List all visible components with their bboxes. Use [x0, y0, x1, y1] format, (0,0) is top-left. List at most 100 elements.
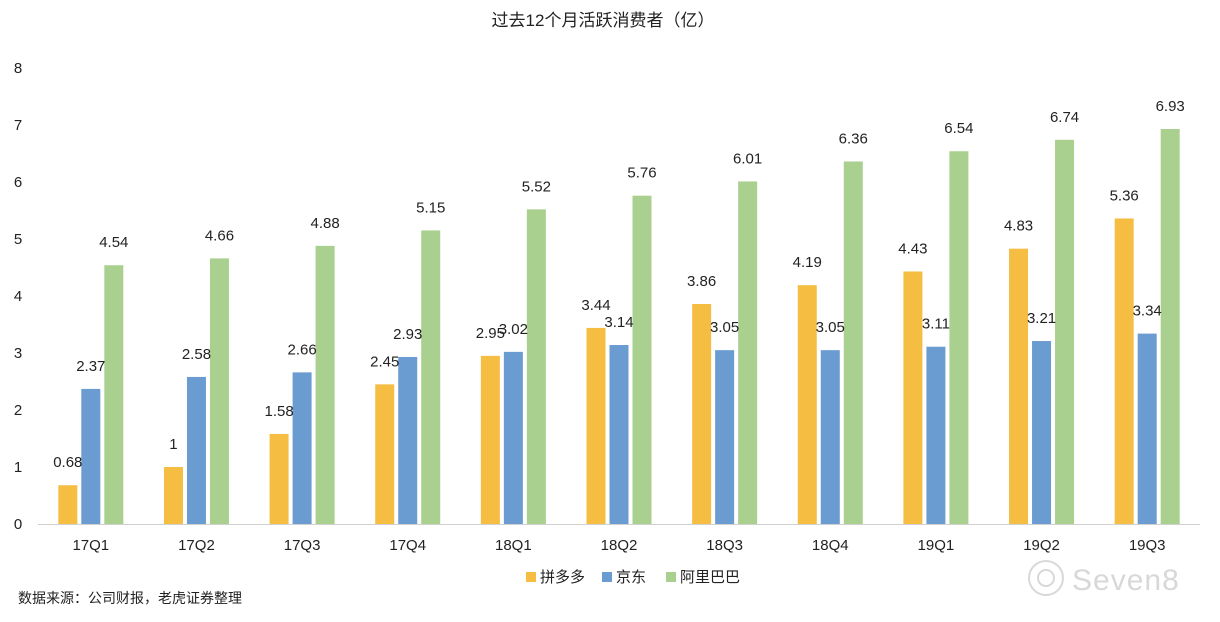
x-tick-label: 18Q1 [495, 537, 532, 554]
x-tick-label: 17Q1 [72, 537, 109, 554]
data-label: 4.19 [793, 254, 822, 271]
data-label: 3.05 [816, 319, 845, 336]
x-tick-label: 19Q1 [918, 537, 955, 554]
data-label: 6.74 [1050, 109, 1079, 126]
data-label: 4.83 [1004, 218, 1033, 235]
bar [480, 355, 500, 524]
x-tick-label: 18Q4 [812, 537, 849, 554]
y-tick-label: 5 [14, 231, 22, 248]
data-label: 3.05 [710, 319, 739, 336]
bar [1114, 218, 1134, 525]
bar [609, 345, 629, 524]
data-label: 6.36 [839, 130, 868, 147]
data-label: 1.58 [264, 403, 293, 420]
bar [209, 258, 229, 524]
y-tick-label: 6 [14, 174, 22, 191]
data-label: 2.37 [76, 358, 105, 375]
data-label: 5.36 [1110, 187, 1139, 204]
bar [797, 285, 817, 524]
legend: 拼多多 京东 阿里巴巴 [526, 569, 740, 586]
bar [163, 467, 183, 524]
bar [926, 346, 946, 524]
x-tick-label: 18Q3 [706, 537, 743, 554]
bar [269, 433, 289, 524]
bar [58, 485, 78, 524]
watermark-text: Seven8 [1072, 564, 1180, 597]
bars [58, 128, 1180, 525]
data-label: 5.52 [522, 178, 551, 195]
y-tick-label: 0 [14, 516, 22, 533]
legend-swatch [526, 572, 536, 582]
data-label: 0.68 [53, 454, 82, 471]
bar [186, 376, 206, 524]
data-label: 2.93 [393, 326, 422, 343]
data-labels: 0.68 2.37 4.54 1 2.58 4.66 1.58 2.66 4.88 2.45 2.9… [53, 98, 1185, 471]
y-tick-label: 2 [14, 402, 22, 419]
bar [843, 161, 863, 525]
data-label: 1 [169, 436, 177, 453]
bar [692, 303, 712, 524]
data-label: 3.86 [687, 273, 716, 290]
data-label: 3.34 [1133, 303, 1162, 320]
x-tick-label: 18Q2 [601, 537, 638, 554]
data-label: 3.14 [604, 314, 633, 331]
chart-title: 过去12个月活跃消费者（亿） [492, 11, 715, 30]
legend-label: 阿里巴巴 [680, 569, 740, 586]
bar [632, 195, 652, 524]
x-tick-label: 19Q2 [1023, 537, 1060, 554]
watermark-logo-icon [1028, 560, 1064, 596]
bar [398, 356, 418, 524]
bar [104, 265, 124, 524]
data-label: 3.11 [922, 316, 950, 333]
bar [421, 230, 441, 524]
bar [526, 209, 546, 525]
legend-label: 京东 [616, 569, 646, 586]
data-label: 4.88 [310, 215, 339, 232]
bar [1009, 248, 1029, 524]
bar [292, 372, 312, 524]
data-label: 3.02 [499, 321, 528, 338]
bar [586, 327, 606, 524]
data-label: 2.66 [287, 341, 316, 358]
x-tick-label: 17Q2 [178, 537, 215, 554]
bar [738, 181, 758, 524]
legend-swatch [666, 572, 676, 582]
data-label: 3.44 [581, 297, 610, 314]
data-label: 2.95 [476, 325, 505, 342]
y-tick-label: 4 [14, 288, 22, 305]
y-tick-label: 7 [14, 117, 22, 134]
x-tick-label: 17Q3 [284, 537, 321, 554]
y-axis: 0 1 2 3 4 5 6 7 8 [14, 60, 22, 533]
x-tick-label: 19Q3 [1129, 537, 1166, 554]
data-label: 3.21 [1027, 310, 1056, 327]
bar [820, 350, 840, 524]
legend-label: 拼多多 [540, 569, 585, 586]
bar [503, 351, 523, 524]
x-tick-label: 17Q4 [389, 537, 426, 554]
data-label: 4.66 [205, 227, 234, 244]
data-label: 6.54 [944, 120, 973, 137]
legend-swatch [602, 572, 612, 582]
data-label: 6.93 [1156, 98, 1185, 115]
data-label: 2.58 [182, 346, 211, 363]
watermark: Seven8 [1028, 560, 1180, 597]
bar [315, 245, 335, 524]
y-tick-label: 1 [14, 459, 22, 476]
source-note: 数据来源：公司财报，老虎证券整理 [18, 590, 242, 606]
data-label: 4.43 [898, 240, 927, 257]
bar [375, 384, 395, 524]
data-label: 6.01 [733, 150, 762, 167]
data-label: 2.45 [370, 353, 399, 370]
bar [715, 350, 735, 524]
data-label: 5.76 [627, 165, 656, 182]
y-tick-label: 3 [14, 345, 22, 362]
bar [1160, 128, 1180, 525]
bar [903, 271, 923, 524]
bar [1055, 139, 1075, 524]
x-axis: 17Q1 17Q2 17Q3 17Q4 18Q1 18Q2 18Q3 18Q4 19Q1 19Q2… [38, 524, 1200, 554]
bar [1137, 333, 1157, 524]
y-tick-label: 8 [14, 60, 22, 77]
bar [81, 388, 101, 524]
bar [1032, 341, 1052, 524]
